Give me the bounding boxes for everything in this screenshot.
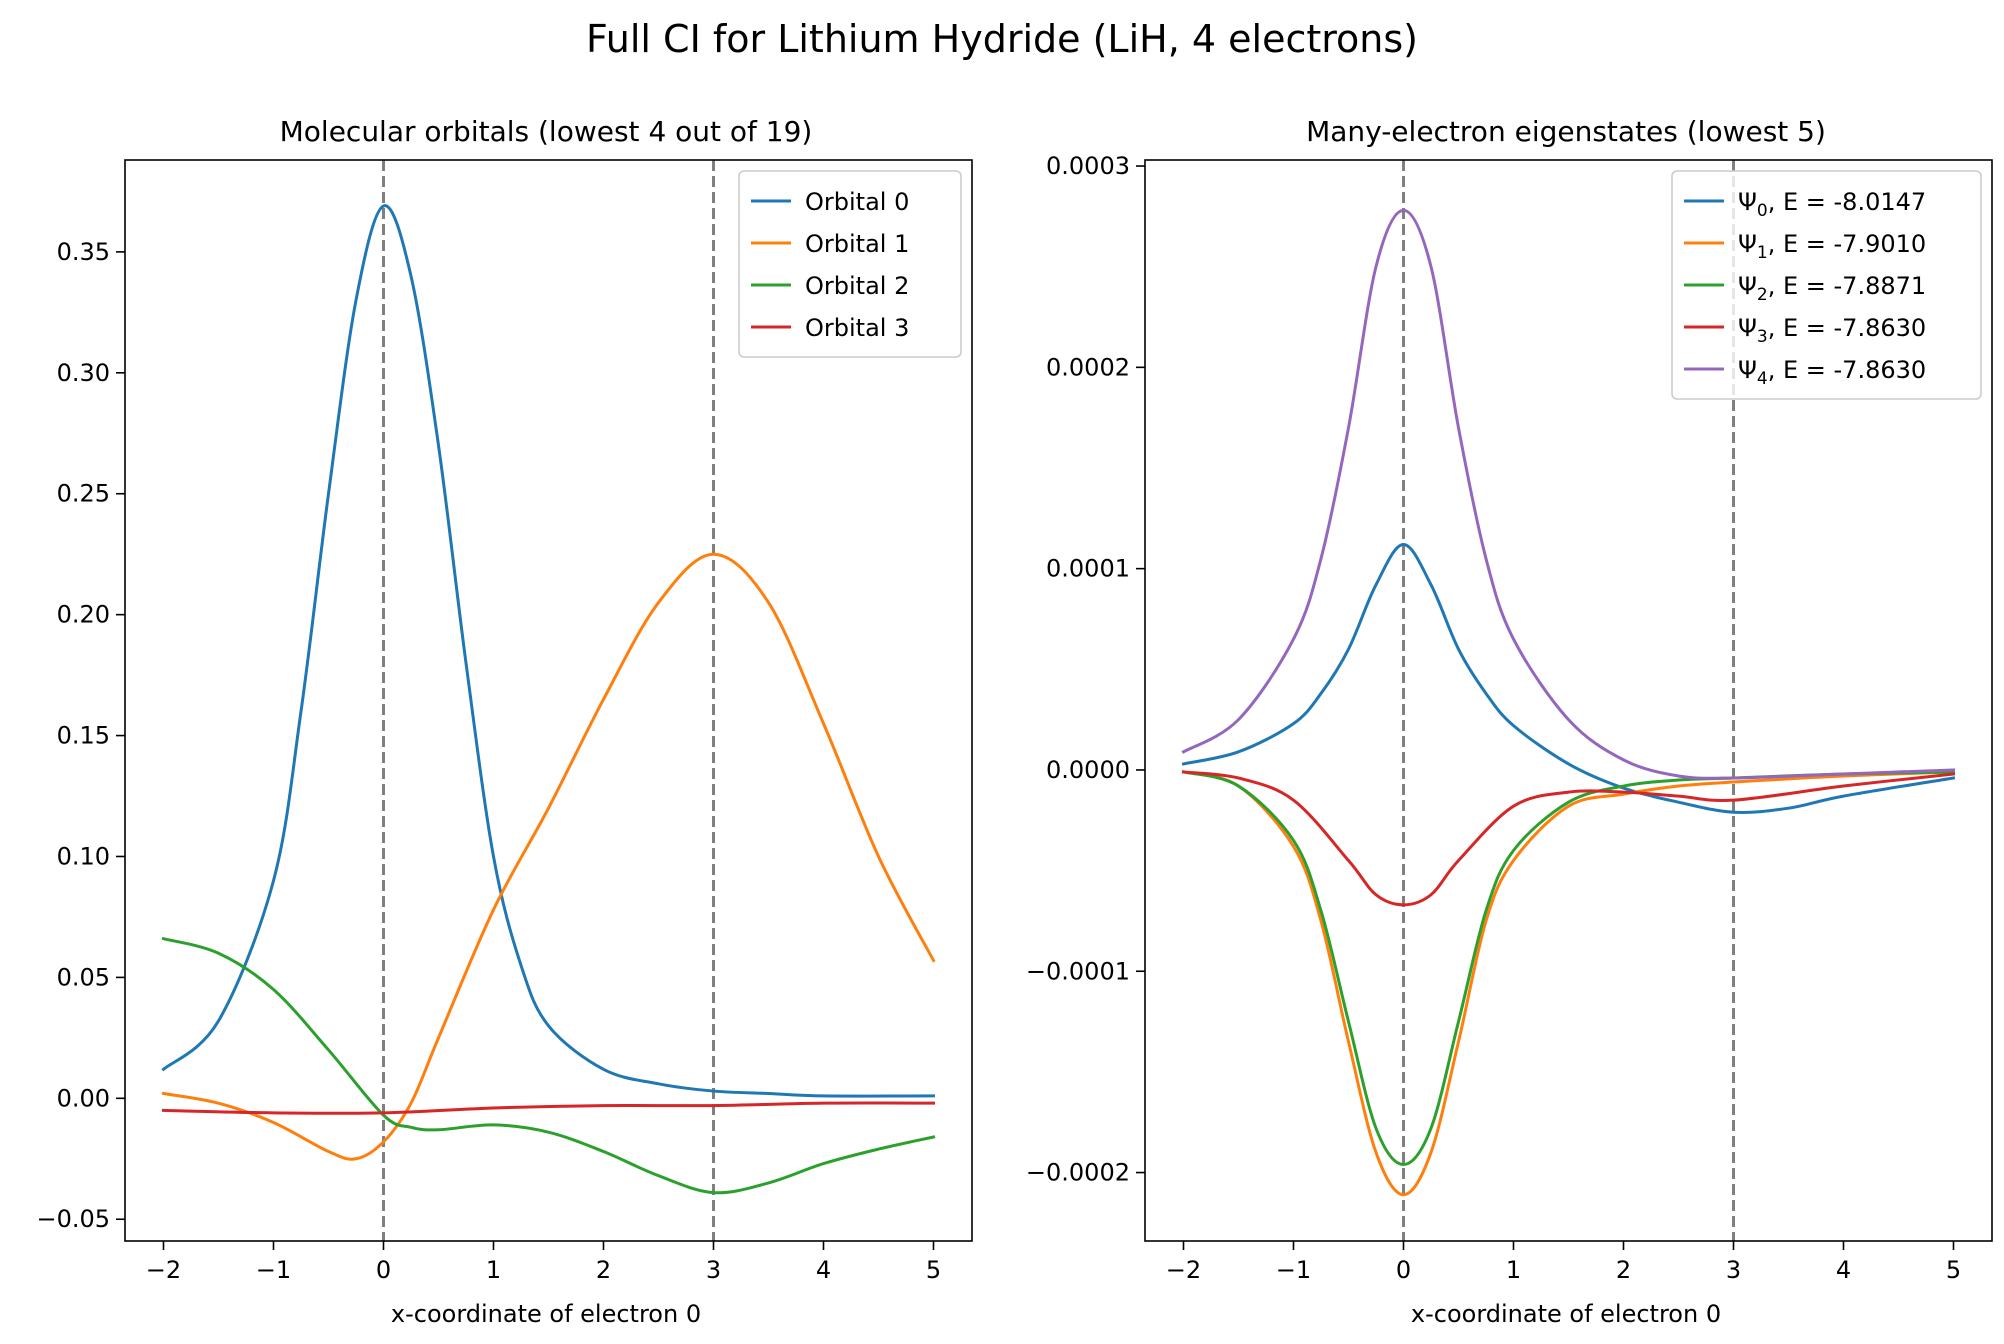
left-y-tick-label: 0.20 <box>57 601 110 629</box>
right-axes-frame <box>1144 159 1993 1242</box>
right-y-tick-label: −0.0001 <box>1026 957 1130 985</box>
right-series-line-0 <box>1181 542 1956 814</box>
left-x-tick-label: 4 <box>816 1256 831 1284</box>
right-x-tick-label: 5 <box>1946 1256 1961 1284</box>
right-legend-label: Ψ3, E = -7.8630 <box>1738 314 1926 347</box>
left-x-tick-label: −2 <box>146 1256 181 1284</box>
left-y-tick-label: 0.10 <box>57 842 110 870</box>
left-x-tick-label: 3 <box>706 1256 721 1284</box>
left-subplot-title: Molecular orbitals (lowest 4 out of 19) <box>280 115 813 148</box>
right-y-tick-label: −0.0002 <box>1026 1159 1130 1187</box>
left-series-line-0 <box>161 204 936 1098</box>
left-legend-label: Orbital 3 <box>805 314 909 342</box>
right-subplot: Many-electron eigenstates (lowest 5) x-c… <box>1026 115 1993 1328</box>
left-x-tick-label: 1 <box>486 1256 501 1284</box>
right-series-line-3 <box>1181 770 1956 907</box>
left-x-tick-label: 0 <box>376 1256 391 1284</box>
figure-title: Full CI for Lithium Hydride (LiH, 4 elec… <box>586 17 1418 61</box>
right-x-tick-label: 4 <box>1836 1256 1851 1284</box>
left-y-tick-label: 0.05 <box>57 963 110 991</box>
left-y-tick-label: 0.35 <box>57 238 110 266</box>
right-x-tick-label: 0 <box>1396 1256 1411 1284</box>
left-series-line-1 <box>161 552 936 1161</box>
left-legend-box <box>738 170 962 358</box>
right-y-tick-label: 0.0000 <box>1046 756 1130 784</box>
left-subplot: Molecular orbitals (lowest 4 out of 19) … <box>36 115 973 1328</box>
left-y-tick-label: 0.25 <box>57 480 110 508</box>
right-y-tick-label: 0.0002 <box>1046 353 1130 381</box>
left-legend-label: Orbital 1 <box>805 230 909 258</box>
left-x-tick-label: 5 <box>926 1256 941 1284</box>
left-y-tick-label: 0.30 <box>57 359 110 387</box>
right-x-axis-label: x-coordinate of electron 0 <box>1411 1300 1721 1328</box>
right-y-tick-label: 0.0003 <box>1046 152 1130 180</box>
left-legend-label: Orbital 0 <box>805 188 909 216</box>
left-y-tick-label: −0.05 <box>36 1205 110 1233</box>
right-x-tick-label: 1 <box>1506 1256 1521 1284</box>
right-series-line-4 <box>1181 208 1956 780</box>
left-y-tick-label: 0.00 <box>57 1084 110 1112</box>
left-x-tick-label: 2 <box>596 1256 611 1284</box>
right-x-tick-label: 2 <box>1616 1256 1631 1284</box>
right-x-tick-label: 3 <box>1726 1256 1741 1284</box>
right-x-tick-label: −1 <box>1276 1256 1311 1284</box>
right-legend-label: Ψ0, E = -8.0147 <box>1738 188 1926 221</box>
left-y-tick-label: 0.15 <box>57 722 110 750</box>
right-legend-label: Ψ4, E = -7.8630 <box>1738 356 1926 389</box>
left-legend: Orbital 0 Orbital 1 Orbital 2 Orbital 3 <box>738 170 962 358</box>
left-x-axis-label: x-coordinate of electron 0 <box>391 1300 701 1328</box>
right-series-line-1 <box>1181 770 1956 1197</box>
right-subplot-title: Many-electron eigenstates (lowest 5) <box>1306 115 1826 148</box>
right-legend: Ψ0, E = -8.0147 Ψ1, E = -7.9010 Ψ2, E = -7… <box>1671 170 1982 400</box>
right-y-tick-label: 0.0001 <box>1046 555 1130 583</box>
right-legend-box <box>1671 170 1982 400</box>
left-x-tick-label: −1 <box>256 1256 291 1284</box>
right-series-line-2 <box>1181 770 1956 1166</box>
left-axes-frame <box>124 159 973 1242</box>
left-series-line-2 <box>161 936 936 1195</box>
right-legend-label: Ψ2, E = -7.8871 <box>1738 272 1926 305</box>
left-series-line-3 <box>161 1101 936 1115</box>
left-legend-label: Orbital 2 <box>805 272 909 300</box>
right-legend-label: Ψ1, E = -7.9010 <box>1738 230 1926 263</box>
right-x-tick-label: −2 <box>1166 1256 1201 1284</box>
